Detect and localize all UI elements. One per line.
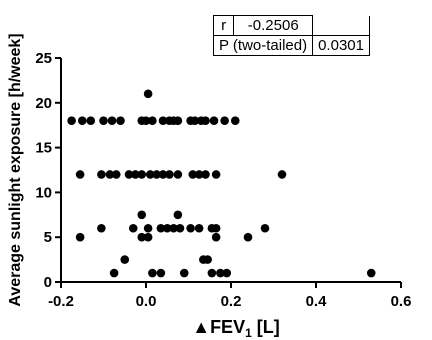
data-point [194, 170, 204, 179]
data-point [186, 223, 195, 233]
p-label: P (two-tailed) [212, 35, 314, 56]
data-point [143, 89, 153, 99]
data-point [137, 170, 147, 179]
stats-table: r -0.2506 P (two-tailed) 0.0301 [212, 15, 370, 56]
data-point [148, 268, 157, 278]
y-tick-label: 5 [44, 229, 52, 246]
data-point [143, 223, 153, 233]
data-point [277, 170, 287, 179]
y-tick-label: 0 [44, 274, 52, 291]
data-point [77, 116, 87, 126]
data-point [216, 268, 225, 278]
data-point [188, 170, 198, 179]
p-value: 0.0301 [312, 35, 370, 56]
data-point [203, 255, 212, 264]
data-point [148, 116, 157, 126]
data-point [194, 223, 204, 233]
data-point [243, 232, 253, 242]
data-point [67, 116, 76, 126]
svg-text:▲FEV1 [L]: ▲FEV1 [L] [192, 317, 280, 340]
data-point [128, 223, 138, 233]
y-tick-label: 25 [35, 50, 52, 67]
data-point [165, 170, 174, 179]
data-point [124, 170, 134, 179]
data-point [201, 116, 210, 126]
y-tick-label: 15 [35, 140, 52, 157]
x-tick-label: 0.2 [221, 293, 242, 310]
data-point [109, 268, 119, 278]
data-point [137, 210, 147, 220]
data-point [131, 170, 140, 179]
x-label-unit: [L] [252, 317, 280, 337]
p-row: P (two-tailed) 0.0301 [212, 35, 370, 56]
data-point [141, 116, 151, 126]
axes: 0 5 10 15 20 25 -0.2 0.0 0.2 0.4 0.6 [35, 50, 411, 310]
x-label-subscript: 1 [245, 326, 252, 340]
data-point [116, 116, 125, 126]
data-point [158, 170, 168, 179]
data-point [111, 170, 121, 179]
data-point [120, 255, 130, 264]
data-point [201, 170, 210, 179]
data-point [107, 116, 117, 126]
r-value: -0.2506 [233, 15, 314, 36]
empty-cell [312, 15, 370, 36]
data-point [211, 223, 221, 233]
r-label: r [212, 15, 235, 36]
data-point [173, 170, 183, 179]
data-point [190, 116, 200, 126]
data-point [175, 223, 185, 233]
data-point [260, 223, 270, 233]
x-tick-label: -0.2 [48, 293, 74, 310]
y-tick-label: 20 [35, 95, 52, 112]
data-point [162, 223, 172, 233]
data-point [99, 116, 108, 126]
data-point [207, 268, 217, 278]
r-row: r -0.2506 [212, 15, 370, 36]
data-point [209, 116, 219, 126]
data-point [179, 268, 189, 278]
data-point [75, 170, 85, 179]
data-point [156, 268, 166, 278]
data-point [75, 232, 85, 242]
data-point [230, 116, 240, 126]
data-point [152, 170, 161, 179]
x-tick-label: 0.0 [136, 293, 157, 310]
data-point [105, 170, 115, 179]
data-point [173, 116, 183, 126]
x-label-main: FEV [210, 317, 245, 337]
data-point [97, 170, 106, 179]
y-axis-label: Average sunlight exposure [h/week] [7, 33, 24, 306]
data-point [222, 268, 232, 278]
data-point [145, 170, 155, 179]
data-point [158, 116, 168, 126]
data-points [67, 89, 376, 278]
data-point [143, 232, 153, 242]
data-point [97, 223, 106, 233]
data-point [211, 232, 221, 242]
delta-triangle-symbol: ▲ [192, 317, 210, 337]
data-point [366, 268, 376, 278]
data-point [169, 223, 178, 233]
x-tick-label: 0.4 [306, 293, 328, 310]
data-point [173, 210, 183, 220]
x-axis-label: ▲FEV1 [L] [192, 317, 280, 340]
y-tick-label: 10 [35, 184, 52, 201]
data-point [137, 232, 147, 242]
data-point [220, 116, 229, 126]
data-point [156, 223, 166, 233]
x-tick-label: 0.6 [391, 293, 412, 310]
data-point [86, 116, 96, 126]
data-point [211, 170, 221, 179]
